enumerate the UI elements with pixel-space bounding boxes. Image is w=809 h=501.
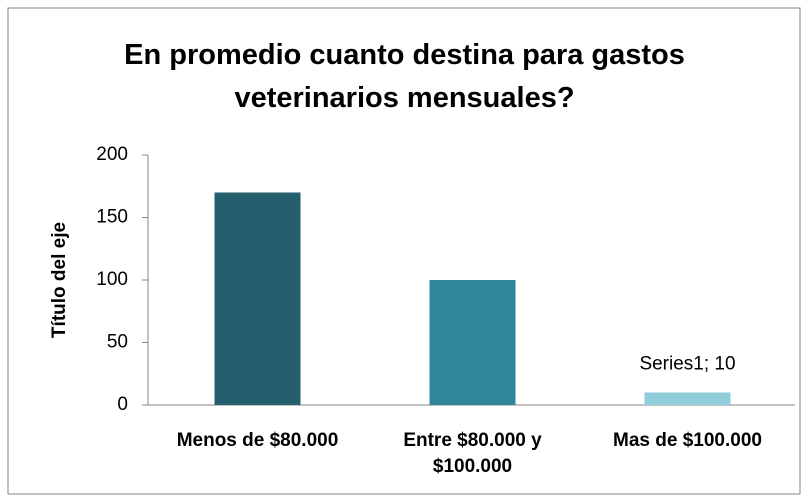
chart-title: En promedio cuanto destina para gastos v… bbox=[124, 39, 685, 114]
bar bbox=[429, 280, 516, 405]
y-tick-label: 200 bbox=[96, 144, 128, 165]
y-tick-label: 50 bbox=[107, 332, 128, 353]
bar bbox=[644, 392, 731, 405]
bar bbox=[214, 192, 301, 405]
x-tick-label: Menos de $80.000 bbox=[176, 430, 339, 451]
y-axis-label: Título del eje bbox=[49, 222, 70, 338]
x-tick-label: Mas de $100.000 bbox=[613, 430, 762, 451]
y-tick-label: 0 bbox=[117, 394, 128, 415]
y-tick-label: 100 bbox=[96, 269, 128, 290]
y-tick-label: 150 bbox=[96, 207, 128, 228]
x-tick-label: Entre $80.000 y $100.000 bbox=[403, 430, 542, 477]
chart-border bbox=[7, 7, 801, 495]
data-label: Series1; 10 bbox=[639, 354, 735, 375]
